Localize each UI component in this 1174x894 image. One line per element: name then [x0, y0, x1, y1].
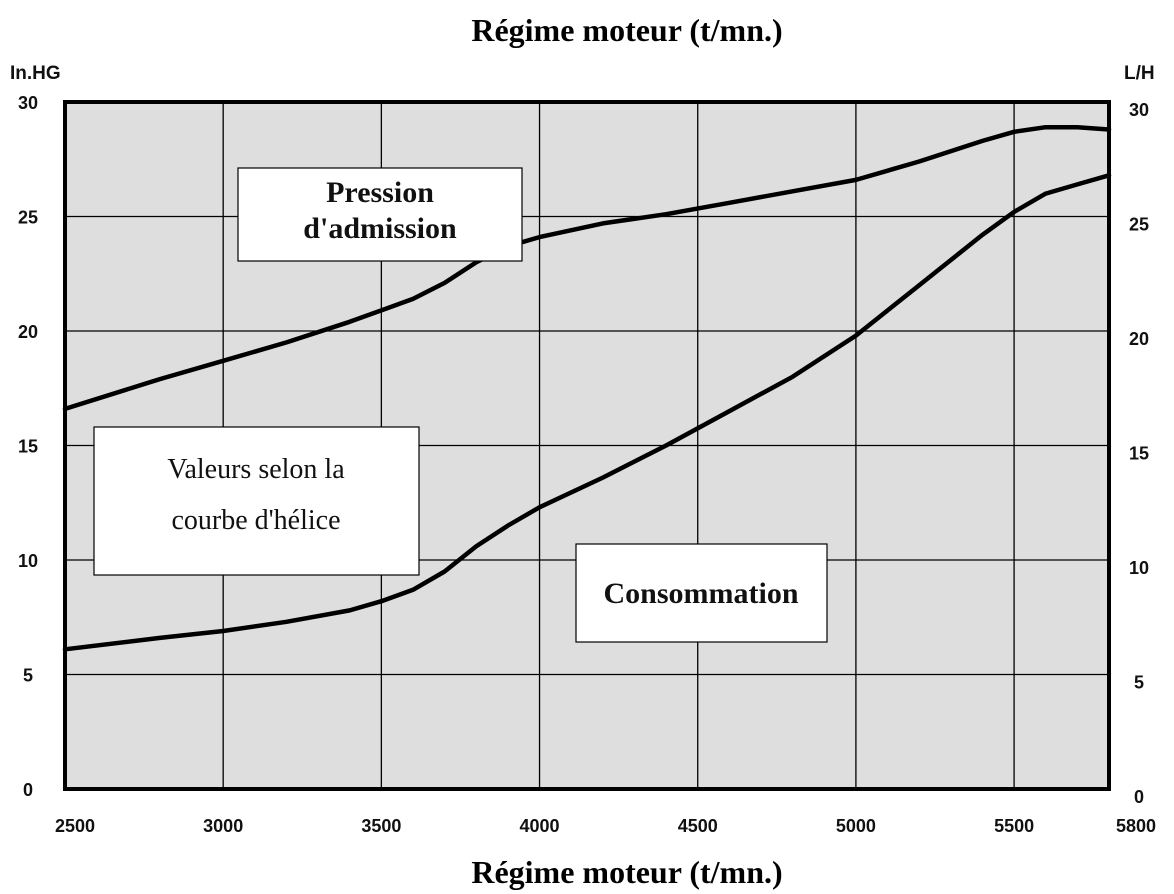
annotation-valeurs: Valeurs selon la courbe d'hélice — [93, 426, 420, 576]
x-axis-label: Régime moteur (t/mn.) — [471, 854, 782, 890]
annotation-valeurs-line2: courbe d'hélice — [171, 505, 340, 536]
annotation-pression: Pression d'admission — [237, 167, 523, 262]
annotation-pression-line2: d'admission — [303, 212, 457, 245]
annotation-consommation-box — [575, 543, 828, 643]
series-layer — [62, 124, 1112, 652]
y-left-tick-label-15: 15 — [18, 437, 38, 457]
y-right-tick-label-0: 0 — [1134, 787, 1144, 807]
x-tick-label-2500: 2500 — [55, 816, 95, 836]
plot-frame — [63, 100, 1111, 791]
y-left-tick-label-25: 25 — [18, 208, 38, 228]
annotation-pression-box — [237, 167, 523, 262]
x-tick-label-4000: 4000 — [520, 816, 560, 836]
annotation-consommation: Consommation — [575, 543, 828, 643]
y-right-tick-label-20: 20 — [1129, 329, 1149, 349]
y-left-tick-label-10: 10 — [18, 551, 38, 571]
y-left-tick-label-20: 20 — [18, 322, 38, 342]
tick-labels: 2500 3000 3500 4000 4500 5000 5500 5800 0 5 10 15 20… — [18, 93, 1156, 836]
x-tick-label-5000: 5000 — [836, 816, 876, 836]
y-axis-unit-left: In.HG — [10, 63, 61, 84]
y-right-tick-label-15: 15 — [1129, 444, 1149, 464]
y-right-tick-label-30: 30 — [1129, 100, 1149, 120]
x-tick-label-5800: 5800 — [1116, 816, 1156, 836]
annotation-pression-line1: Pression — [326, 176, 434, 209]
y-axis-unit-right: L/H — [1124, 63, 1155, 84]
y-right-tick-label-25: 25 — [1129, 215, 1149, 235]
y-left-tick-label-5: 5 — [23, 666, 33, 686]
y-left-tick-label-30: 30 — [18, 93, 38, 113]
series-line-pression — [62, 124, 1112, 412]
x-tick-label-4500: 4500 — [678, 816, 718, 836]
y-right-tick-label-10: 10 — [1129, 558, 1149, 578]
x-tick-label-5500: 5500 — [994, 816, 1034, 836]
annotation-valeurs-box — [93, 426, 420, 576]
y-right-tick-label-5: 5 — [1134, 673, 1144, 693]
series-line-consommation — [62, 173, 1112, 652]
annotation-consommation-label: Consommation — [603, 577, 798, 610]
chart-title: Régime moteur (t/mn.) — [471, 12, 782, 48]
annotation-valeurs-line1: Valeurs selon la — [167, 454, 345, 485]
y-left-tick-label-0: 0 — [23, 780, 33, 800]
x-tick-label-3000: 3000 — [203, 816, 243, 836]
x-tick-label-3500: 3500 — [361, 816, 401, 836]
